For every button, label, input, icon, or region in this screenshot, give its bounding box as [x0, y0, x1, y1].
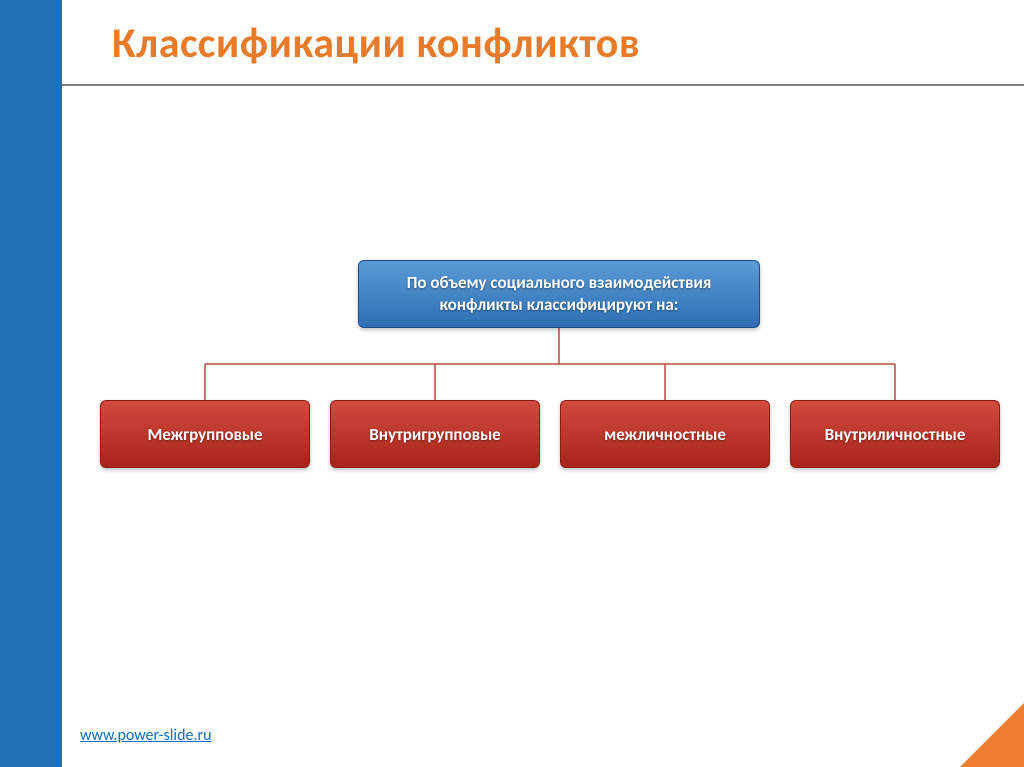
- divider-line: [62, 84, 1024, 86]
- hierarchy-diagram: По объему социального взаимодействия кон…: [62, 260, 1024, 510]
- child-node-0: Межгрупповые: [100, 400, 310, 468]
- left-sidebar: [0, 0, 62, 767]
- child-node-2: межличностные: [560, 400, 770, 468]
- child-node-3: Внутриличностные: [790, 400, 1000, 468]
- slide: Классификации конфликтов По объему социа…: [0, 0, 1024, 767]
- page-title: Классификации конфликтов: [112, 18, 640, 69]
- footer-link[interactable]: www.power-slide.ru: [80, 726, 212, 745]
- corner-accent: [960, 703, 1024, 767]
- root-node: По объему социального взаимодействия кон…: [358, 260, 760, 328]
- child-row: Межгрупповые Внутригрупповые межличностн…: [100, 400, 1000, 468]
- child-node-1: Внутригрупповые: [330, 400, 540, 468]
